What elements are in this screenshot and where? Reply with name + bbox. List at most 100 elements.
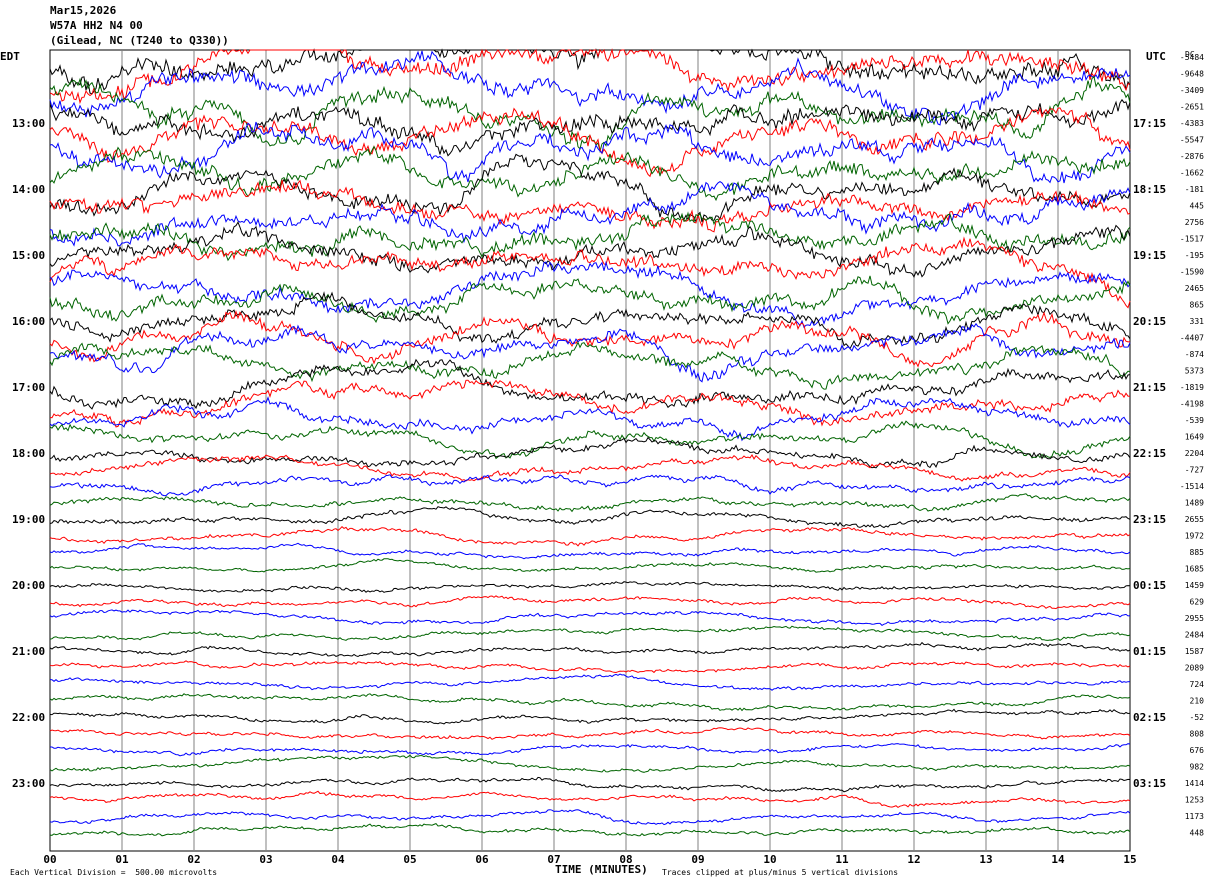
trace-18 (49, 322, 1131, 383)
dc-offset-label: 445 (1190, 202, 1205, 211)
x-tick-labels: 00 01 02 03 04 05 06 07 08 09 10 11 12 13 14 15 (43, 853, 1136, 866)
x-tick-label: 01 (115, 853, 129, 866)
trace-12 (49, 221, 1131, 279)
dc-offset-label: 1489 (1185, 499, 1204, 508)
edt-hour-label: 18:00 (12, 447, 45, 460)
trace-36 (49, 641, 1131, 658)
trace-26 (49, 474, 1131, 497)
trace-39 (49, 693, 1131, 712)
trace-29 (49, 526, 1131, 547)
dc-offset-label: -5484 (1180, 53, 1204, 62)
dc-offset-label: 2465 (1185, 284, 1204, 293)
trace-27 (49, 493, 1131, 513)
x-axis-title: TIME (MINUTES) (555, 863, 648, 876)
trace-33 (49, 595, 1131, 610)
seismic-traces (49, 48, 1131, 837)
utc-hour-label: 02:15 (1133, 711, 1166, 724)
x-tick-label: 15 (1123, 853, 1136, 866)
dc-offset-label: 724 (1190, 680, 1205, 689)
trace-22 (49, 396, 1131, 442)
utc-hour-label: 00:15 (1133, 579, 1166, 592)
x-tick-label: 09 (691, 853, 704, 866)
dc-offset-label: -4383 (1180, 119, 1204, 128)
trace-20 (49, 358, 1131, 410)
dc-offset-labels: -5484 -9648 -3409 -2651 -4383 -5547 -2876 -1662… (1180, 53, 1204, 838)
trace-35 (49, 625, 1131, 642)
utc-hour-label: 01:15 (1133, 645, 1166, 658)
trace-14 (49, 260, 1131, 329)
trace-42 (50, 743, 1131, 757)
edt-hour-label: 21:00 (12, 645, 45, 658)
dc-offset-label: 808 (1190, 730, 1205, 739)
trace-25 (49, 454, 1131, 482)
dc-offset-label: 865 (1190, 301, 1205, 310)
trace-4 (49, 98, 1131, 157)
x-tick-label: 07 (547, 853, 560, 866)
x-tick-label: 03 (259, 853, 272, 866)
x-tick-label: 02 (187, 853, 200, 866)
utc-hour-label: 03:15 (1133, 777, 1166, 790)
x-tick-label: 12 (907, 853, 920, 866)
edt-hour-label: 15:00 (12, 249, 45, 262)
dc-offset-label: -4407 (1180, 334, 1204, 343)
dc-offset-label: 2955 (1185, 614, 1204, 623)
dc-offset-label: 448 (1190, 829, 1205, 838)
edt-hour-label: 20:00 (12, 579, 45, 592)
dc-offset-label: 5373 (1185, 367, 1204, 376)
trace-41 (49, 727, 1131, 740)
dc-offset-label: 629 (1190, 598, 1205, 607)
dc-offset-label: 1649 (1185, 433, 1204, 442)
edt-hour-label: 16:00 (12, 315, 45, 328)
trace-45 (49, 790, 1131, 809)
edt-hour-label: 19:00 (12, 513, 45, 526)
trace-43 (49, 754, 1131, 773)
trace-24 (49, 436, 1131, 469)
scale-note: Each Vertical Division = 500.00 microvol… (10, 868, 218, 877)
trace-37 (49, 660, 1131, 674)
dc-offset-label: 885 (1190, 548, 1205, 557)
utc-hour-label: 21:15 (1133, 381, 1166, 394)
dc-offset-label: -1662 (1180, 169, 1204, 178)
dc-offset-label: -3409 (1180, 86, 1204, 95)
dc-offset-label: 676 (1190, 746, 1205, 755)
dc-offset-label: -874 (1185, 350, 1204, 359)
trace-6 (49, 121, 1131, 184)
dc-offset-label: 1972 (1185, 532, 1204, 541)
dc-offset-label: -9648 (1180, 70, 1204, 79)
dc-offset-label: 1414 (1185, 779, 1204, 788)
header-date: Mar15,2026 (50, 4, 117, 17)
dc-offset-label: -52 (1190, 713, 1205, 722)
x-tick-label: 05 (403, 853, 416, 866)
utc-hour-label: 23:15 (1133, 513, 1166, 526)
dc-offset-label: 1459 (1185, 581, 1204, 590)
dc-offset-label: -2651 (1180, 103, 1204, 112)
dc-offset-label: -4198 (1180, 400, 1204, 409)
trace-11 (49, 211, 1131, 262)
trace-8 (49, 153, 1131, 224)
trace-0 (49, 48, 1131, 95)
right-timezone-label: UTC (1146, 50, 1166, 63)
dc-offset-label: 1253 (1185, 796, 1204, 805)
trace-3 (49, 75, 1131, 154)
trace-2 (49, 50, 1131, 126)
trace-30 (49, 542, 1131, 560)
dc-offset-label: 2204 (1185, 449, 1204, 458)
dc-offset-label: 2484 (1185, 631, 1204, 640)
trace-47 (49, 823, 1131, 837)
utc-hour-label: 17:15 (1133, 117, 1166, 130)
clip-note: Traces clipped at plus/minus 5 vertical … (662, 868, 899, 877)
edt-hour-label: 17:00 (12, 381, 45, 394)
utc-hour-label: 18:15 (1133, 183, 1166, 196)
trace-46 (49, 809, 1131, 826)
dc-offset-label: 1587 (1185, 647, 1204, 656)
trace-34 (49, 609, 1131, 627)
trace-28 (49, 506, 1131, 529)
dc-offset-label: 331 (1190, 317, 1205, 326)
trace-19 (49, 341, 1131, 390)
x-tick-label: 04 (331, 853, 345, 866)
x-tick-label: 13 (979, 853, 992, 866)
utc-hour-label: 20:15 (1133, 315, 1166, 328)
x-tick-label: 08 (619, 853, 632, 866)
x-tick-label: 06 (475, 853, 489, 866)
